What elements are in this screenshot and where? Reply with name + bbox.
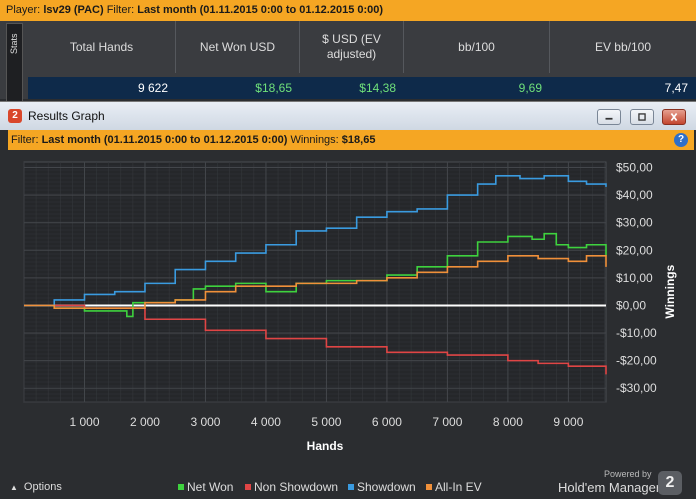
y-tick-label: $50,00	[616, 161, 653, 175]
y-tick-label: $10,00	[616, 271, 653, 285]
header-ev-bb-100[interactable]: EV bb/100	[594, 39, 652, 54]
x-tick-label: 2 000	[130, 415, 160, 429]
cell-total-hands: 9 622	[137, 81, 168, 95]
cell-usd-ev-adjusted: $14,38	[359, 81, 396, 95]
graph-filter-label: Filter:	[11, 134, 39, 146]
maximize-icon	[638, 113, 646, 121]
legend-showdown[interactable]: Showdown	[348, 480, 416, 494]
y-tick-label: -$20,00	[616, 354, 657, 368]
x-tick-label: 9 000	[553, 415, 583, 429]
y-axis-title: Winnings	[663, 264, 677, 318]
series-line-non-showdown	[24, 304, 607, 375]
minimize-icon	[605, 117, 613, 120]
x-tick-label: 3 000	[190, 415, 220, 429]
filter-label: Filter:	[106, 4, 135, 16]
x-tick-label: 4 000	[251, 415, 281, 429]
legend-showdown-swatch	[348, 484, 354, 490]
chart-legend: Net Won Non Showdown Showdown All-In EV	[0, 477, 696, 497]
hm2-logo-icon: 2	[8, 109, 22, 123]
cell-ev-bb-100: 7,47	[664, 81, 688, 95]
x-tick-label: 5 000	[311, 415, 341, 429]
results-graph-window: 2 Results Graph Filter: Last month (01.1…	[0, 101, 696, 499]
hm2-brand-logo-icon: 2	[658, 471, 682, 495]
legend-non-showdown-label: Non Showdown	[254, 480, 339, 494]
stats-panel: Stats Total Hands Net Won USD $ USD (EV …	[0, 21, 696, 117]
x-tick-label: 7 000	[432, 415, 462, 429]
results-chart: $50,00 $40,00 $30,00 $20,00 $10,00 $0,00 -$10,…	[23, 161, 677, 453]
winnings-label: Winnings:	[290, 134, 339, 146]
legend-net-won[interactable]: Net Won	[178, 480, 233, 494]
player-name[interactable]: lsv29 (PAC)	[43, 4, 104, 16]
legend-all-in-ev[interactable]: All-In EV	[426, 480, 482, 494]
chevron-up-icon: ▲	[10, 483, 18, 492]
options-label: Options	[23, 481, 62, 493]
player-label: Player:	[6, 4, 41, 16]
stats-data-row[interactable]: 9 622 $18,65 $14,38 9,69 7,47	[28, 77, 696, 99]
y-tick-label: $20,00	[616, 243, 653, 257]
series-line-all-in-ev	[24, 254, 607, 310]
options-button[interactable]: ▲ Options	[10, 481, 62, 497]
legend-all-in-ev-swatch	[426, 484, 432, 490]
window-title: Results Graph	[28, 109, 105, 123]
y-tick-label: $0,00	[616, 298, 646, 312]
stats-header-row: Total Hands Net Won USD $ USD (EV adjust…	[28, 21, 696, 73]
legend-net-won-label: Net Won	[187, 480, 234, 494]
legend-showdown-label: Showdown	[357, 480, 416, 494]
header-usd-ev-adjusted[interactable]: $ USD (EV adjusted)	[300, 21, 404, 73]
x-tick-label: 1 000	[69, 415, 99, 429]
cell-bb-100: 9,69	[518, 81, 542, 95]
window-title-bar[interactable]: 2 Results Graph	[0, 102, 696, 130]
header-net-won[interactable]: Net Won USD	[176, 21, 300, 73]
x-tick-label: 6 000	[372, 415, 402, 429]
header-total-hands[interactable]: Total Hands	[28, 21, 176, 73]
y-tick-label: $40,00	[616, 188, 653, 202]
stats-tab-label: Stats	[9, 33, 19, 54]
help-icon[interactable]: ?	[674, 133, 688, 147]
maximize-button[interactable]	[630, 109, 654, 125]
brand-block: Powered by Hold'em Manager 2	[556, 469, 696, 499]
close-button[interactable]	[662, 109, 686, 125]
winnings-value: $18,65	[341, 134, 376, 146]
y-tick-label: -$30,00	[616, 381, 657, 395]
series-line-showdown	[24, 174, 607, 307]
powered-by-text: Powered by	[604, 469, 652, 479]
x-tick-label: 8 000	[493, 415, 523, 429]
y-tick-label: $30,00	[616, 216, 653, 230]
player-filter-bar: Player: lsv29 (PAC) Filter: Last month (…	[0, 0, 696, 21]
graph-filter-bar: Filter: Last month (01.11.2015 0:00 to 0…	[8, 130, 694, 150]
legend-non-showdown-swatch	[245, 484, 251, 490]
series-line-net-won	[24, 232, 607, 318]
header-bb-100[interactable]: bb/100	[404, 21, 550, 73]
y-tick-label: -$10,00	[616, 326, 657, 340]
close-icon	[670, 112, 678, 122]
x-axis-title: Hands	[307, 439, 344, 453]
legend-all-in-ev-label: All-In EV	[435, 480, 482, 494]
minimize-button[interactable]	[597, 109, 621, 125]
filter-value[interactable]: Last month (01.11.2015 0:00 to 01.12.201…	[137, 4, 384, 16]
cell-net-won: $18,65	[255, 81, 292, 95]
legend-non-showdown[interactable]: Non Showdown	[245, 480, 338, 494]
legend-net-won-swatch	[178, 484, 184, 490]
brand-name: Hold'em Manager	[558, 480, 661, 495]
graph-filter-value[interactable]: Last month (01.11.2015 0:00 to 01.12.201…	[41, 134, 288, 146]
